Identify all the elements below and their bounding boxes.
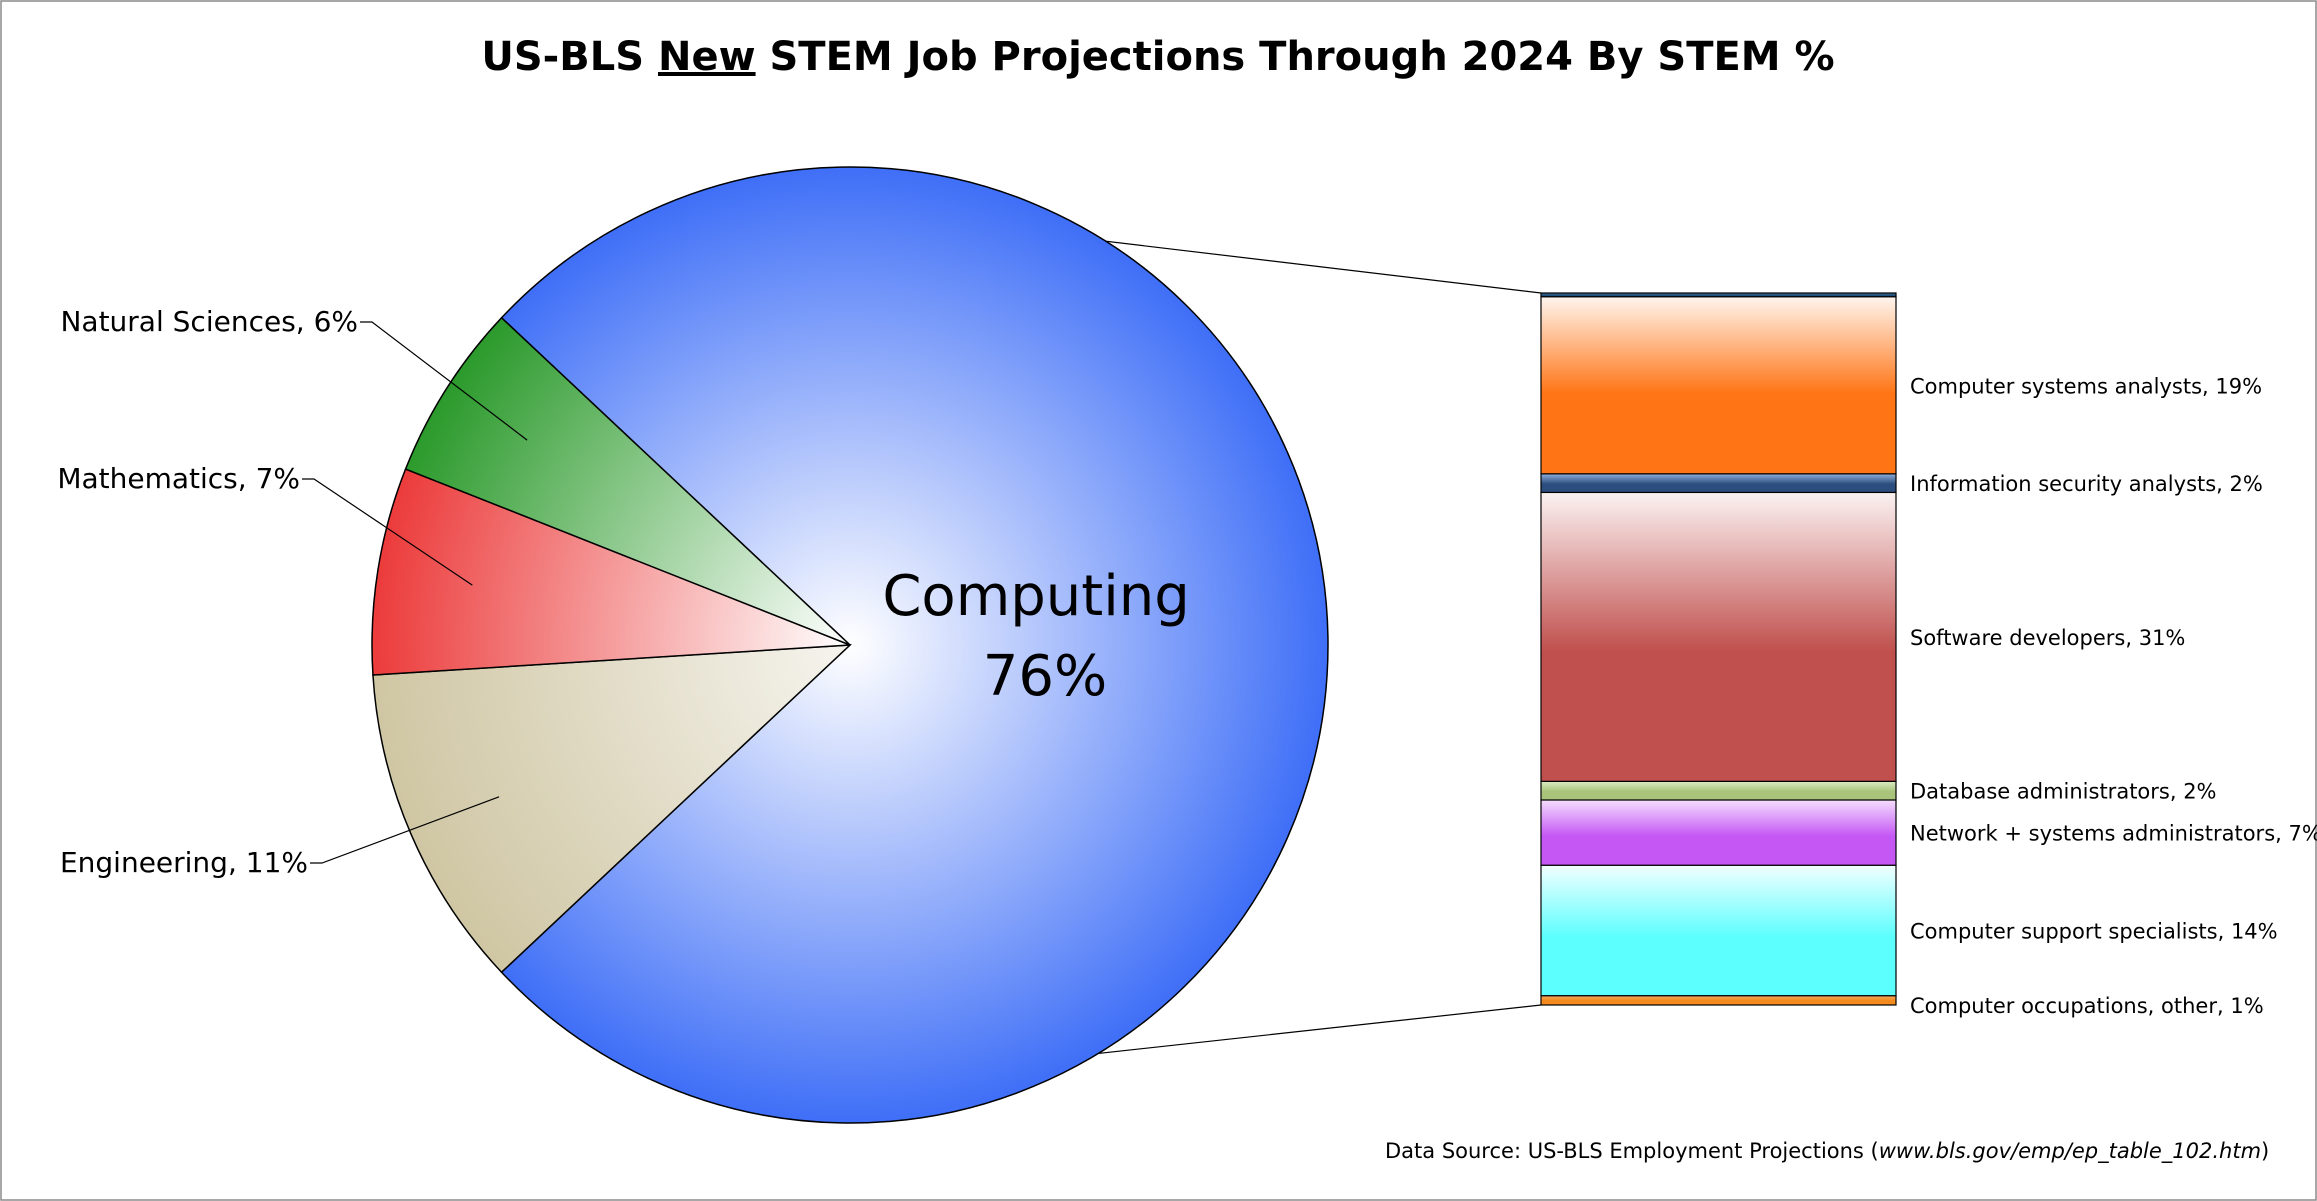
pie-slice-computing	[500, 166, 1329, 1124]
computing-center-label: Computing 76%	[882, 564, 1207, 709]
data-source-url: www.bls.gov/emp/ep_table_102.htm	[1879, 1139, 2261, 1164]
chart-title: US-BLS New STEM Job Projections Through …	[481, 34, 1834, 80]
pie-labels: Engineering, 11% Mathematics, 7% Natural S…	[57, 305, 528, 879]
pie-slice-engineering	[372, 644, 853, 974]
bar-label-computer-occupations-other: Computer occupations, other, 1%	[1910, 994, 2264, 1018]
bar-segment-database-administrators	[1540, 780, 1897, 801]
bar-label-database-administrators: Database administrators, 2%	[1910, 780, 2217, 804]
bar-segment-information-security-analysts	[1540, 473, 1897, 494]
chart-title-part-1: US-BLS	[481, 34, 658, 80]
bar-label-computer-support-specialists: Computer support specialists, 14%	[1910, 919, 2278, 943]
bar-label-network-systems-administrators: Network + systems administrators, 7%	[1910, 822, 2317, 846]
pie-chart	[371, 166, 1329, 1124]
pie-label-mathematics: Mathematics, 7%	[57, 462, 300, 495]
breakdown-labels: Computer occupations, other, 1% Computer …	[1910, 374, 2317, 1018]
pie-slice-mathematics	[371, 468, 851, 676]
bar-segment-computer-support-specialists	[1540, 864, 1897, 997]
leader-line-engineering	[310, 796, 500, 864]
pie-label-natural-sciences: Natural Sciences, 6%	[60, 305, 358, 338]
chart-title-part-3: STEM Job Projections Through 2024 By STE…	[756, 34, 1835, 80]
bar-segment-computer-occupations-other	[1540, 995, 1897, 1006]
data-source-prefix: Data Source: US-BLS Employment Projectio…	[1385, 1139, 1879, 1163]
bar-label-software-developers: Software developers, 31%	[1910, 626, 2185, 650]
data-source-note: Data Source: US-BLS Employment Projectio…	[1385, 1139, 2269, 1164]
bar-segment-segment	[1540, 292, 1897, 298]
data-source-suffix: )	[2261, 1139, 2269, 1163]
computing-center-name: Computing	[882, 564, 1190, 629]
bar-segment-computer-systems-analysts	[1540, 296, 1897, 475]
computing-center-value: 76%	[983, 644, 1107, 709]
bar-label-computer-systems-analysts: Computer systems analysts, 19%	[1910, 374, 2262, 398]
breakdown-bar	[1540, 292, 1897, 1006]
leader-line-natural-sciences	[360, 321, 528, 441]
leader-line-mathematics	[302, 478, 473, 586]
bar-label-information-security-analysts: Information security analysts, 2%	[1910, 472, 2263, 496]
bar-segment-software-developers	[1540, 491, 1897, 782]
chart-title-emphasis: New	[658, 34, 756, 80]
pie-slice-natural-sciences	[404, 316, 851, 646]
bar-segment-network-systems-administrators	[1540, 799, 1897, 866]
pie-label-engineering: Engineering, 11%	[60, 846, 308, 879]
